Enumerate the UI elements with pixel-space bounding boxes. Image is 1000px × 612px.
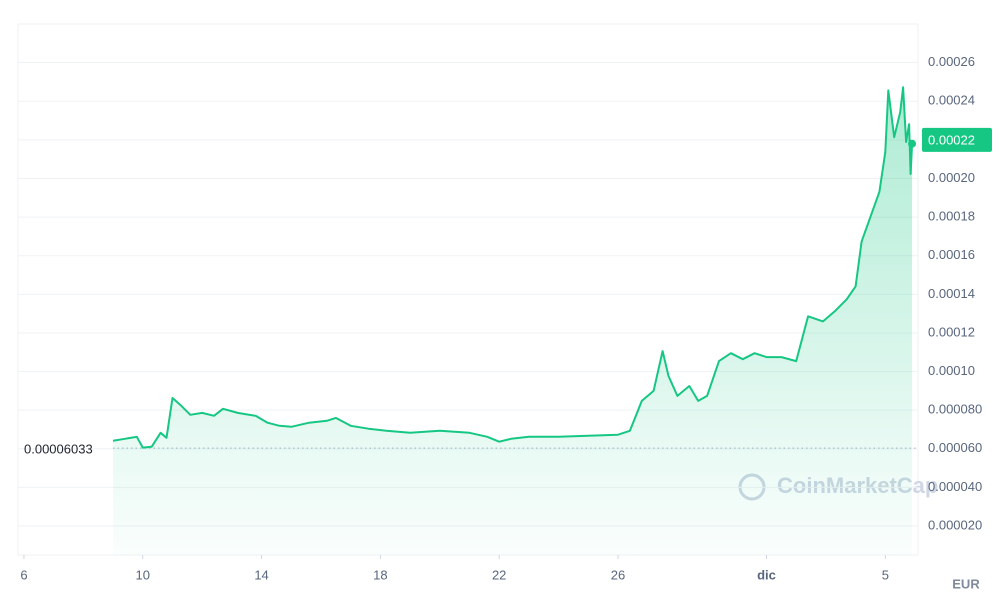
currency-label: EUR	[952, 576, 980, 591]
price-area	[113, 87, 913, 556]
y-tick-label: 0.00016	[928, 247, 975, 262]
x-tick-label: 14	[254, 567, 268, 582]
last-point	[908, 139, 917, 148]
current-price-badge	[922, 127, 992, 152]
y-tick-label: 0.00024	[928, 93, 975, 108]
y-tick-label: 0.00010	[928, 363, 975, 378]
current-price-label: 0.00022	[928, 132, 975, 147]
x-tick-label: 26	[611, 567, 625, 582]
y-tick-label: 0.000020	[928, 517, 982, 532]
y-tick-label: 0.000060	[928, 440, 982, 455]
x-tick-label: 5	[882, 567, 889, 582]
y-tick-label: 0.000040	[928, 479, 982, 494]
x-tick-label: 22	[492, 567, 506, 582]
y-tick-label: 0.00020	[928, 170, 975, 185]
x-tick-label: 10	[136, 567, 150, 582]
x-tick-label: 18	[373, 567, 387, 582]
y-tick-label: 0.00014	[928, 286, 975, 301]
y-tick-label: 0.00018	[928, 209, 975, 224]
x-tick-label: dic	[757, 567, 776, 582]
x-tick-label: 6	[20, 567, 27, 582]
reference-label: 0.00006033	[24, 442, 93, 457]
y-tick-label: 0.000080	[928, 402, 982, 417]
y-tick-label: 0.00026	[928, 54, 975, 69]
price-line	[112, 86, 914, 449]
y-tick-label: 0.00012	[928, 324, 975, 339]
